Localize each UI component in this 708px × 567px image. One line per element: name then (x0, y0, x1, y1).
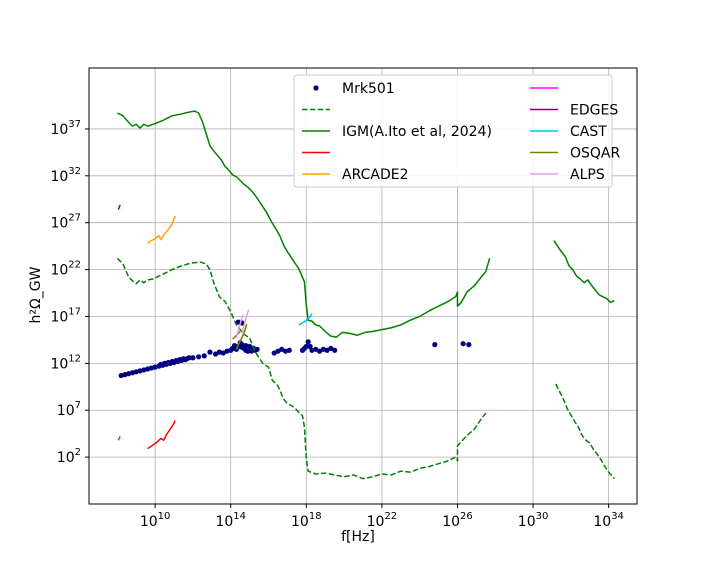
legend-label: CAST (570, 124, 607, 140)
x-tick-label: 1026 (442, 511, 473, 530)
ticks: 1010 1014 1018 1022 1026 1030 1034 102 107 1012 10… (50, 119, 623, 530)
legend-box (293, 74, 613, 188)
y-tick-label: 1027 (50, 213, 81, 232)
y-tick-label: 107 (57, 400, 81, 419)
series-line-osqar (235, 323, 248, 350)
y-tick-label: 1032 (50, 166, 81, 185)
series-line-alps (235, 314, 244, 339)
series-line-igm-a-ito-et-al-2024 (553, 240, 615, 304)
x-tick-label: 1022 (367, 511, 398, 530)
scatter-point-mrk501 (286, 347, 292, 353)
legend-label: ALPS (570, 167, 605, 183)
scatter-point-mrk501 (466, 342, 472, 348)
x-tick-label: 1034 (593, 511, 624, 530)
scatter-point-mrk501 (247, 343, 253, 350)
x-tick-label: 1030 (518, 511, 549, 530)
axes-frame (88, 67, 638, 505)
series-group (116, 110, 615, 480)
legend-marker (313, 85, 319, 91)
scatter-point-mrk501 (254, 346, 260, 352)
legend-label: IGM(A.Ito et al, 2024) (342, 124, 492, 140)
scatter-point-mrk501 (332, 347, 338, 353)
x-tick-label: 1010 (140, 511, 171, 530)
series-line-series-5 (117, 436, 121, 441)
x-tick-label: 1014 (215, 511, 246, 530)
series-line-alps (241, 309, 250, 334)
y-tick-label: 1037 (50, 119, 81, 138)
scatter-point-mrk501 (186, 355, 192, 361)
series-layer (116, 110, 615, 480)
series-line-igm-a-ito-et-al-2024 (117, 110, 491, 338)
y-axis-label: h²Ω_GW (28, 266, 44, 323)
scatter-point-mrk501 (303, 343, 309, 350)
legend: Mrk501 IGM(A.Ito et al, 2024) ARCADE2 EDGES… (293, 74, 621, 188)
y-tick-label: 1012 (50, 353, 81, 372)
scatter-point-mrk501 (305, 339, 311, 345)
scatter-point-mrk501 (207, 349, 213, 355)
axes-border (88, 67, 638, 505)
series-line-arcade2 (147, 215, 176, 244)
scatter-point-mrk501 (201, 353, 207, 359)
series-line-edges (117, 204, 121, 210)
legend-label: Mrk501 (342, 81, 395, 97)
series-line-series-1 (116, 257, 487, 480)
legend-label: EDGES (570, 103, 618, 119)
legend-label: ARCADE2 (342, 167, 409, 183)
y-tick-label: 102 (57, 447, 81, 466)
legend-label: OSQAR (570, 146, 621, 162)
scatter-point-mrk501 (460, 341, 466, 347)
scatter-point-mrk501 (432, 342, 438, 348)
y-tick-label: 1022 (50, 260, 81, 279)
scatter-point-mrk501 (190, 355, 196, 361)
series-line-cast (298, 313, 313, 326)
x-axis-label: f[Hz] (341, 529, 375, 545)
x-tick-label: 1018 (291, 511, 322, 530)
y-tick-label: 1017 (50, 306, 81, 325)
scatter-point-mrk501 (196, 354, 202, 360)
series-line-series-3 (147, 420, 176, 450)
